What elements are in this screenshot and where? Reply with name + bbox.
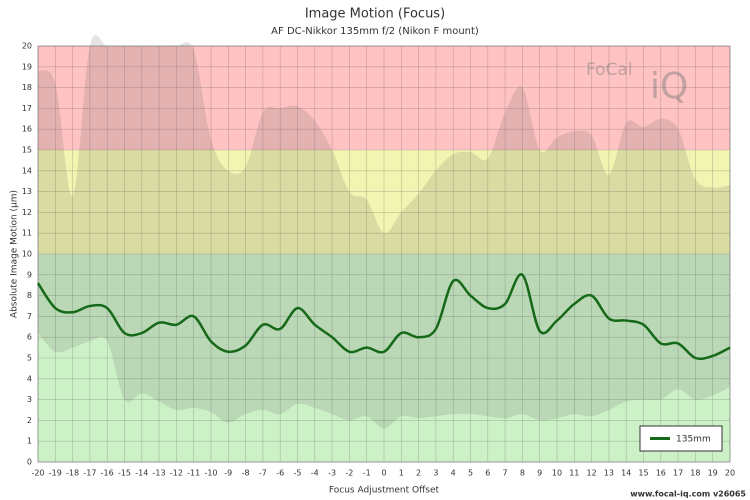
footer: www.focal-iq.com v26065: [630, 490, 746, 499]
y-tick-label: 13: [22, 187, 32, 196]
y-tick-label: 18: [22, 83, 32, 92]
y-tick-label: 8: [27, 291, 32, 300]
x-axis-label: Focus Adjustment Offset: [329, 486, 440, 496]
y-tick-label: 12: [22, 208, 32, 217]
x-tick-label: 5: [468, 469, 473, 478]
x-tick-label: -20: [31, 469, 44, 478]
y-tick-label: 6: [27, 333, 32, 342]
x-tick-label: -17: [83, 469, 96, 478]
y-tick-label: 14: [22, 166, 32, 175]
x-tick-label: 18: [690, 469, 700, 478]
x-tick-label: -6: [276, 469, 284, 478]
x-tick-label: 3: [433, 469, 438, 478]
x-tick-label: -9: [224, 469, 232, 478]
x-tick-label: 14: [621, 469, 631, 478]
x-tick-label: -2: [345, 469, 353, 478]
x-tick-label: 12: [587, 469, 597, 478]
plot-frame: [37, 45, 731, 463]
x-tick-label: 4: [451, 469, 456, 478]
data-line: [36, 273, 731, 361]
y-tick-label: 4: [27, 374, 32, 383]
zone-band: [38, 254, 730, 462]
x-tick-label: 13: [604, 469, 614, 478]
x-tick-label: -15: [118, 469, 131, 478]
x-tick-label: 10: [552, 469, 562, 478]
y-tick-label: 9: [27, 270, 32, 279]
x-tick-label: 11: [569, 469, 579, 478]
x-tick-label: 16: [656, 469, 666, 478]
x-tick-label: 2: [416, 469, 421, 478]
x-tick-label: -4: [311, 469, 319, 478]
range-envelope: [38, 34, 730, 429]
x-tick-label: -16: [101, 469, 114, 478]
x-tick-label: 19: [708, 469, 718, 478]
x-tick-label: -12: [170, 469, 183, 478]
x-tick-label: -3: [328, 469, 336, 478]
x-tick-label: -10: [204, 469, 217, 478]
y-tick-label: 7: [27, 312, 32, 321]
x-tick-label: -19: [49, 469, 62, 478]
x-tick-label: -8: [242, 469, 250, 478]
watermark: iQ: [650, 66, 688, 107]
zone-band: [38, 150, 730, 254]
zone-band: [38, 46, 730, 150]
y-tick-label: 3: [27, 395, 32, 404]
x-tick-label: -1: [363, 469, 371, 478]
x-tick-label: 17: [673, 469, 683, 478]
y-tick-label: 15: [22, 146, 32, 155]
x-tick-label: 1: [399, 469, 404, 478]
x-tick-label: 8: [520, 469, 525, 478]
x-tick-label: -7: [259, 469, 267, 478]
watermark: FoCal: [586, 60, 633, 80]
x-tick-label: -13: [153, 469, 166, 478]
legend-label: 135mm: [676, 435, 711, 445]
y-tick-label: 1: [27, 437, 32, 446]
y-tick-label: 17: [22, 104, 32, 113]
x-tick-label: -11: [187, 469, 200, 478]
x-tick-label: -14: [135, 469, 148, 478]
x-tick-label: -5: [294, 469, 302, 478]
x-tick-label: 20: [725, 469, 735, 478]
y-tick-label: 20: [22, 42, 32, 51]
y-tick-label: 11: [22, 229, 32, 238]
y-tick-label: 16: [22, 125, 32, 134]
x-tick-label: 0: [381, 469, 386, 478]
y-tick-label: 0: [27, 458, 32, 467]
y-tick-label: 10: [22, 250, 32, 259]
y-tick-label: 5: [27, 354, 32, 363]
x-tick-label: 7: [503, 469, 508, 478]
x-tick-label: 15: [638, 469, 648, 478]
y-tick-label: 2: [27, 416, 32, 425]
x-tick-label: 6: [485, 469, 490, 478]
x-tick-label: -18: [66, 469, 79, 478]
chart-title: Image Motion (Focus): [305, 7, 445, 22]
chart-subtitle: AF DC-Nikkor 135mm f/2 (Nikon F mount): [271, 26, 479, 37]
y-axis-label: Absolute Image Motion (µm): [10, 190, 20, 318]
y-tick-label: 19: [22, 62, 32, 71]
x-tick-label: 9: [537, 469, 542, 478]
